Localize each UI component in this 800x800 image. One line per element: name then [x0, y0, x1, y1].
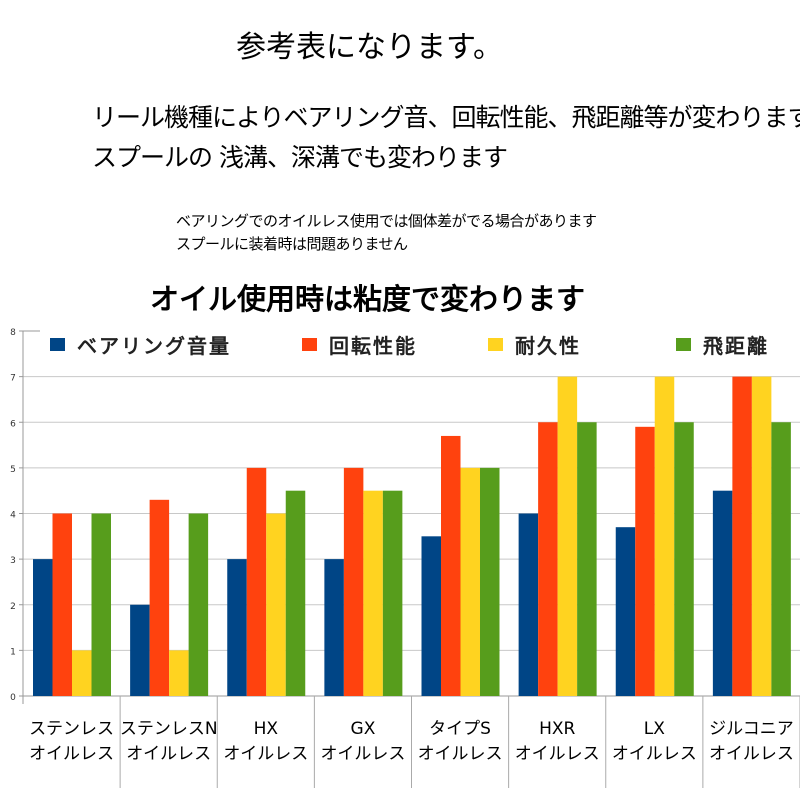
bar-4-7 — [674, 422, 694, 696]
bar-3-6 — [557, 376, 578, 696]
bar-1-1 — [33, 559, 53, 696]
bar-4-1 — [91, 513, 111, 696]
category-label: ステンレスN — [120, 719, 218, 739]
bar-1-7 — [615, 527, 636, 696]
bar-2-1 — [52, 513, 72, 696]
bar-4-8 — [771, 422, 791, 696]
legend-swatch — [50, 338, 65, 351]
y-tick-label: 2 — [10, 602, 16, 612]
note-line-2: スプールに装着時は問題ありません — [176, 235, 408, 253]
bar-1-6 — [518, 513, 539, 696]
y-tick-label: 5 — [10, 465, 16, 475]
bar-1-2 — [130, 604, 150, 696]
legend-swatch — [488, 338, 503, 351]
category-label: オイルレス — [320, 744, 405, 764]
bar-3-2 — [169, 650, 189, 696]
bar-4-6 — [577, 422, 597, 696]
bar-2-6 — [538, 422, 558, 696]
legend-label: 回転性能 — [329, 334, 417, 358]
description-line-2: スプールの 浅溝、深溝でも変わります — [92, 143, 508, 172]
bar-3-3 — [266, 513, 286, 696]
category-label: GX — [351, 719, 376, 739]
bar-2-7 — [635, 426, 655, 696]
legend-label: 飛距離 — [703, 334, 769, 358]
category-label: ジルコニア — [709, 719, 794, 739]
bar-2-8 — [732, 376, 752, 696]
chart-heading: オイル使用時は粘度で変わります — [150, 282, 586, 316]
category-label: ステンレス — [29, 719, 114, 739]
legend-swatch — [302, 338, 317, 351]
category-label: オイルレス — [223, 744, 308, 764]
y-tick-label: 1 — [10, 647, 16, 657]
bar-4-4 — [382, 490, 403, 696]
y-tick-label: 3 — [10, 556, 16, 566]
category-label: タイプS — [429, 719, 491, 739]
bar-1-5 — [421, 536, 441, 696]
y-tick-label: 8 — [10, 328, 16, 338]
description-line-1: リール機種によりベアリング音、回転性能、飛距離等が変わります。 — [92, 103, 800, 132]
category-label: オイルレス — [612, 744, 697, 764]
bar-4-5 — [480, 467, 500, 696]
legend-swatch — [676, 338, 691, 351]
bar-2-2 — [149, 499, 170, 696]
bar-3-8 — [751, 376, 772, 696]
category-label: LX — [644, 719, 665, 739]
y-tick-label: 7 — [10, 374, 16, 384]
bar-3-7 — [654, 376, 675, 696]
bar-4-3 — [285, 490, 306, 696]
category-label: HX — [254, 719, 279, 739]
category-label: オイルレス — [709, 744, 794, 764]
category-label: オイルレス — [418, 744, 503, 764]
bar-1-8 — [712, 490, 733, 696]
bar-1-4 — [324, 559, 344, 696]
bar-1-3 — [227, 559, 247, 696]
category-label: HXR — [539, 719, 575, 739]
bar-2-4 — [343, 467, 364, 696]
bar-2-3 — [246, 467, 267, 696]
category-label: オイルレス — [29, 744, 114, 764]
category-label: オイルレス — [515, 744, 600, 764]
page-title: 参考表になります。 — [236, 30, 503, 65]
legend-label: ベアリング音量 — [77, 334, 231, 358]
bar-3-5 — [460, 467, 480, 696]
bar-4-2 — [188, 513, 209, 696]
legend-label: 耐久性 — [515, 334, 581, 358]
note-line-1: ベアリングでのオイルレス使用では個体差がでる場合があります — [176, 212, 597, 230]
bar-3-4 — [363, 490, 383, 696]
bar-3-1 — [72, 650, 92, 696]
y-tick-label: 6 — [10, 419, 16, 429]
y-tick-label: 4 — [10, 511, 16, 521]
bar-2-5 — [441, 435, 461, 696]
category-label: オイルレス — [126, 744, 211, 764]
y-tick-label: 0 — [10, 693, 16, 703]
